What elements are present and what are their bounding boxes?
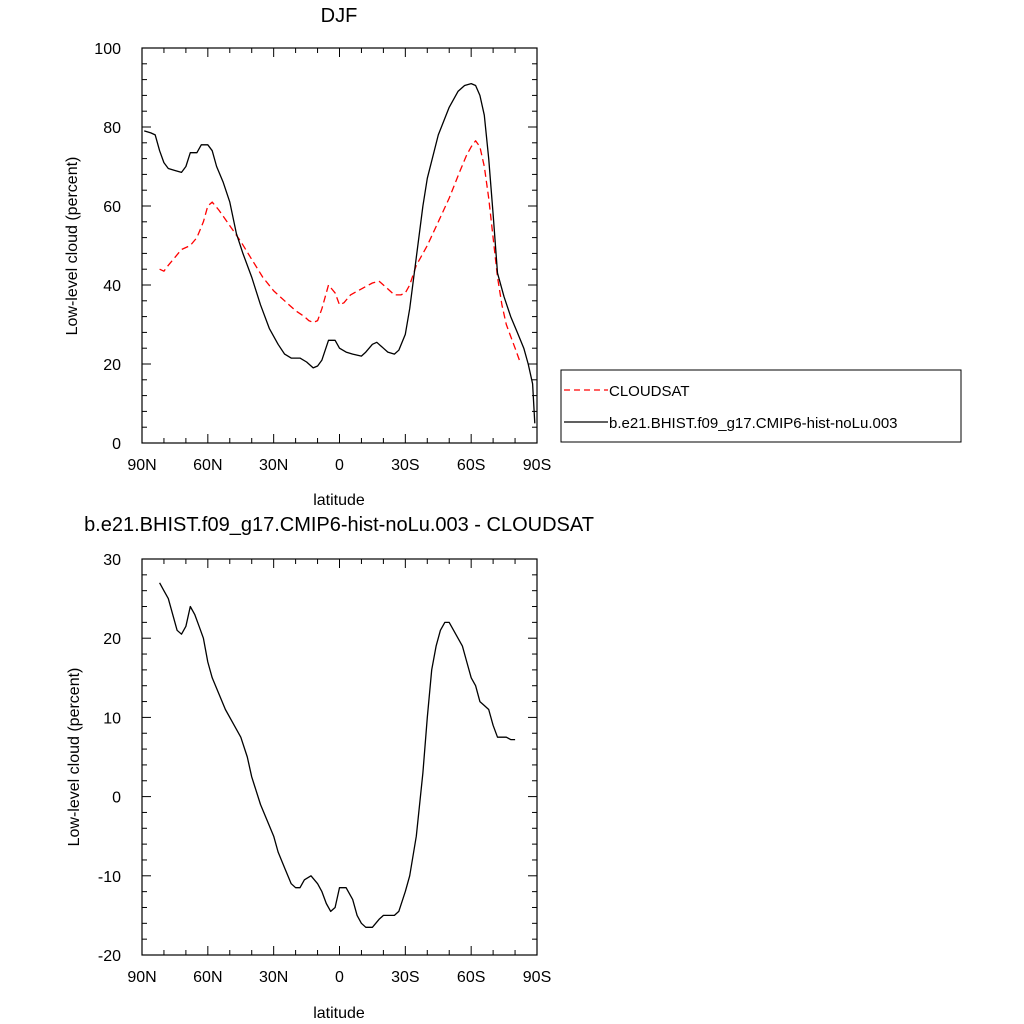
bottom-y-tick-label: 30: [103, 552, 121, 569]
top-y-tick-label: 20: [103, 357, 121, 374]
top-panel-y-label: Low-level cloud (percent): [64, 157, 81, 336]
bottom-x-tick-label: 30S: [391, 969, 419, 986]
bottom-y-tick-label: -10: [98, 869, 121, 886]
top-x-tick-label: 90N: [127, 457, 156, 474]
top-series-line-0: [159, 140, 521, 361]
bottom-panel-frame: [141, 558, 538, 956]
bottom-y-tick-label: -20: [98, 948, 121, 965]
bottom-x-tick-label: 90N: [127, 969, 156, 986]
legend: CLOUDSAT b.e21.BHIST.f09_g17.CMIP6-hist-…: [560, 369, 962, 443]
top-x-tick-label: 30N: [259, 457, 288, 474]
top-y-tick-label: 0: [112, 436, 121, 453]
top-x-tick-label: 60S: [457, 457, 485, 474]
legend-label-cloudsat: CLOUDSAT: [609, 383, 690, 400]
top-panel-title: DJF: [321, 5, 358, 27]
top-panel-frame: [141, 47, 538, 444]
bottom-series-line-0: [159, 582, 516, 928]
top-x-tick-label: 30S: [391, 457, 419, 474]
top-y-tick-label: 100: [94, 41, 121, 58]
bottom-panel-ticks: 90N 60N 30N 0 30S 60S 90S -20 -10 0 10 20 30: [98, 552, 551, 986]
top-x-tick-label: 0: [335, 457, 344, 474]
top-y-tick-label: 80: [103, 120, 121, 137]
top-panel: DJF latitude Low-level cloud (percent) 9…: [64, 5, 551, 509]
bottom-x-tick-label: 0: [335, 969, 344, 986]
bottom-y-tick-label: 0: [112, 790, 121, 807]
top-x-tick-label: 90S: [523, 457, 551, 474]
top-y-tick-label: 40: [103, 278, 121, 295]
top-panel-ticks: 90N 60N 30N 0 30S 60S 90S 0 20 40 60 80 100: [94, 41, 551, 474]
legend-label-model: b.e21.BHIST.f09_g17.CMIP6-hist-noLu.003: [609, 415, 898, 432]
legend-box: [560, 369, 962, 443]
bottom-x-tick-label: 30N: [259, 969, 288, 986]
bottom-panel-y-label: Low-level cloud (percent): [66, 668, 83, 847]
bottom-panel: b.e21.BHIST.f09_g17.CMIP6-hist-noLu.003 …: [66, 514, 594, 1022]
bottom-y-tick-label: 10: [103, 710, 121, 727]
bottom-panel-x-label: latitude: [313, 1005, 365, 1022]
top-x-tick-label: 60N: [193, 457, 222, 474]
bottom-x-tick-label: 90S: [523, 969, 551, 986]
bottom-y-tick-label: 20: [103, 631, 121, 648]
top-y-tick-label: 60: [103, 199, 121, 216]
top-panel-x-label: latitude: [313, 492, 365, 509]
bottom-x-tick-label: 60S: [457, 969, 485, 986]
bottom-panel-title: b.e21.BHIST.f09_g17.CMIP6-hist-noLu.003 …: [84, 514, 594, 536]
top-panel-series: [144, 82, 536, 424]
top-series-line-1: [144, 82, 536, 424]
bottom-panel-series: [159, 582, 516, 928]
bottom-x-tick-label: 60N: [193, 969, 222, 986]
